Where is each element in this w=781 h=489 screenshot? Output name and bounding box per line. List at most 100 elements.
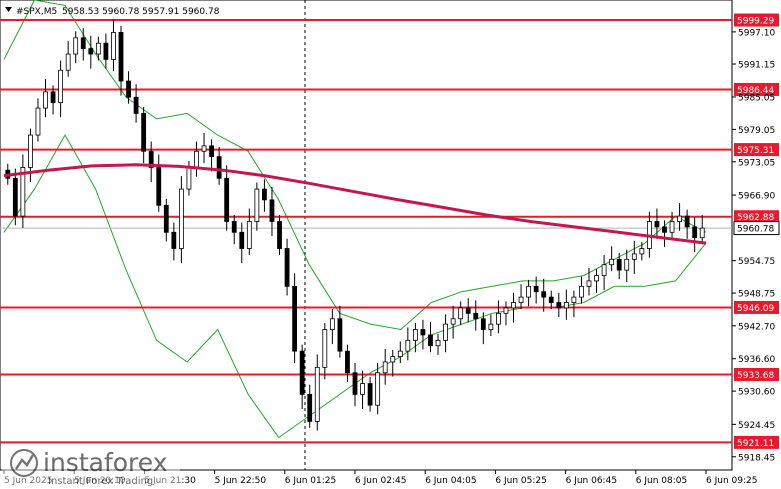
candle-body: [216, 156, 222, 179]
candle-body: [601, 264, 607, 276]
candle: [548, 290, 554, 310]
candle-body: [428, 334, 433, 347]
candle-body: [533, 285, 539, 293]
candle-body: [307, 393, 313, 422]
candle: [103, 33, 109, 69]
candle: [654, 208, 660, 239]
candle: [111, 19, 116, 72]
candle-body: [450, 318, 456, 325]
candle-body: [148, 150, 154, 168]
candle: [352, 363, 358, 407]
candle-body: [662, 226, 667, 233]
candle-body: [12, 177, 18, 217]
candle-body: [126, 80, 131, 98]
time-tick-label: 6 Jun 09:25: [706, 476, 757, 486]
instaforex-logo-icon: [10, 449, 38, 477]
candle: [586, 267, 592, 296]
candle: [239, 222, 245, 264]
candle-body: [488, 323, 494, 330]
candle: [367, 377, 373, 412]
candle-body: [571, 296, 577, 303]
moving-average-line: [3, 163, 707, 245]
candle-body: [141, 113, 147, 152]
current-price-badge: [733, 221, 780, 236]
price-level-badge: [734, 210, 779, 224]
candle: [480, 312, 486, 345]
candle-body: [367, 383, 373, 406]
candle-body: [518, 296, 524, 303]
candle-body: [639, 248, 645, 255]
candle-body: [684, 215, 690, 228]
candle-body: [231, 221, 237, 233]
candle: [35, 98, 41, 142]
price-tick-label: 5924.45: [738, 421, 775, 431]
price-tick-label: 5979.05: [738, 126, 775, 136]
candle-body: [465, 307, 471, 314]
candle: [375, 363, 381, 415]
time-tick-label: 5 Jun 2025: [4, 476, 52, 486]
price-level-badge: [734, 367, 779, 381]
candle: [307, 384, 313, 428]
candle: [541, 278, 547, 312]
candle-body: [548, 296, 554, 303]
candle-body: [314, 366, 320, 422]
candle-body: [586, 280, 592, 287]
candle: [631, 240, 637, 274]
time-tick-label: 5 Jun 22:50: [215, 476, 267, 486]
candle: [118, 25, 124, 96]
candle-body: [496, 312, 501, 325]
candle: [65, 41, 71, 77]
candle-body: [73, 37, 79, 55]
candle: [216, 146, 222, 185]
price-level-label: 5975.31: [737, 146, 774, 156]
candle: [488, 314, 494, 337]
candlesticks: [5, 19, 705, 431]
candle-body: [58, 69, 64, 104]
candle: [178, 176, 184, 264]
time-tick-label: 6 Jun 01:25: [285, 476, 336, 486]
candle: [412, 323, 418, 353]
candle-body: [526, 285, 532, 298]
price-tick-label: 5948.75: [738, 290, 775, 300]
candle: [397, 341, 403, 364]
candle-body: [111, 32, 116, 60]
candle-body: [95, 42, 101, 55]
support-resistance-levels: 5999.29 5986.44 5975.31 5962.88 5946.09 5933.…: [0, 13, 780, 449]
candle-body: [654, 221, 660, 228]
price-tick-label: 5966.90: [738, 192, 775, 202]
candle-body: [194, 150, 199, 168]
candle: [662, 220, 667, 247]
candle-body: [435, 339, 441, 347]
time-tick-label: 6 Jun 05:25: [495, 476, 546, 486]
candle-body: [375, 372, 381, 406]
candle: [209, 139, 214, 172]
candle: [88, 35, 94, 69]
candle: [171, 222, 177, 261]
candle-body: [699, 227, 705, 239]
candle: [322, 323, 328, 380]
candle-body: [118, 32, 124, 82]
candle-body: [171, 231, 177, 249]
candle: [126, 71, 131, 104]
price-level-badge: [734, 82, 779, 96]
price-tick-label: 5991.15: [738, 61, 775, 71]
candle: [292, 273, 298, 364]
candle-body: [88, 48, 94, 55]
candle: [382, 348, 388, 385]
plot-area: [0, 0, 733, 471]
candle-body: [322, 329, 328, 368]
candle: [473, 300, 479, 331]
price-tick-label: 5918.45: [738, 453, 775, 463]
chart-caption-symbol: #SPX,M5: [16, 7, 57, 17]
price-tick-label: 5936.60: [738, 355, 775, 365]
candle: [231, 215, 237, 245]
candle: [526, 279, 532, 307]
candle: [156, 154, 162, 212]
candle-body: [329, 318, 335, 330]
instaforex-watermark: instaforex Instant Forex Trading: [2, 444, 180, 489]
candle: [246, 208, 252, 255]
price-level-label: 5946.09: [737, 304, 774, 314]
candle-body: [352, 372, 358, 395]
candle-body: [594, 275, 599, 282]
